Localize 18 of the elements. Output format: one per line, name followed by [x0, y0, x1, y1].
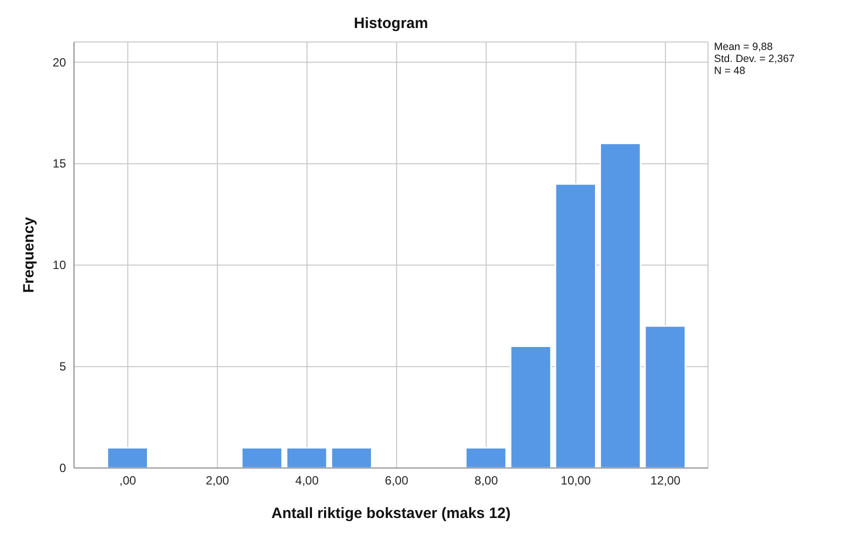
x-tick-label: 6,00	[384, 474, 409, 488]
y-tick-label: 20	[52, 55, 66, 70]
y-tick-label: 0	[59, 461, 66, 475]
y-axis-title: Frequency	[20, 216, 38, 293]
x-tick-label: 12,00	[650, 474, 681, 488]
x-tick-label: 8,00	[474, 474, 498, 488]
y-tick-label: 15	[52, 156, 66, 171]
y-tick-label: 5	[59, 360, 66, 374]
x-tick-label: 2,00	[206, 474, 230, 488]
text: Mean = 9,88	[714, 41, 773, 53]
x-tick-label: 10,00	[560, 474, 592, 488]
text: Std. Dev. = 2,367	[714, 53, 795, 65]
x-axis-title: Antall riktige bokstaver (maks 12)	[271, 505, 511, 522]
y-tick-label: 10	[52, 258, 66, 272]
text: N = 48	[714, 65, 746, 77]
chart-title: Histogram	[354, 15, 428, 32]
x-tick-label: ,00	[119, 474, 136, 488]
x-tick-label: 4,00	[295, 474, 319, 488]
